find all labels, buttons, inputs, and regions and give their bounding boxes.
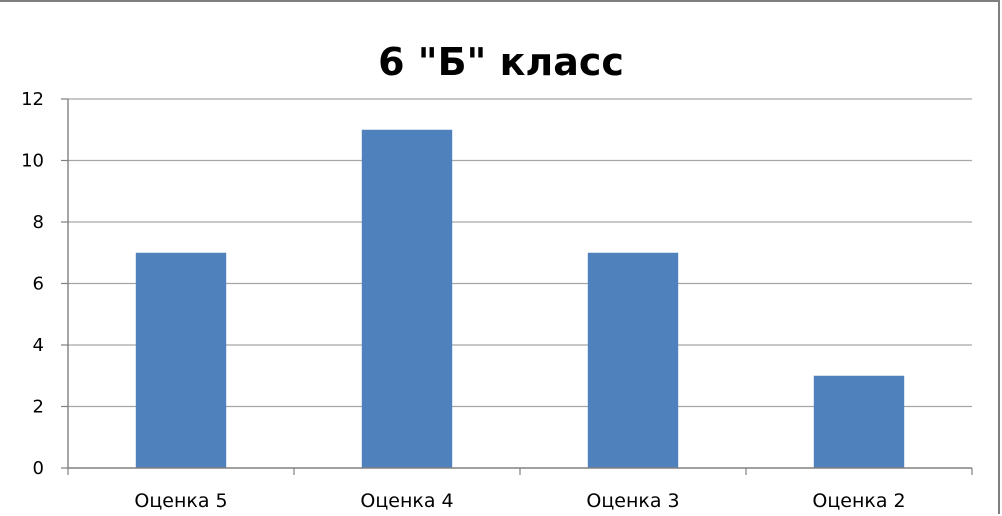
y-tick-label: 4 xyxy=(33,335,44,356)
bar-3 xyxy=(587,252,679,468)
y-tick-label: 6 xyxy=(33,274,44,295)
bars xyxy=(135,129,905,468)
x-category-label: Оценка 5 xyxy=(134,490,227,512)
labels: 0 2 4 6 8 10 12 Оценка 5 Оценка 4 Оценка 3 Оценка … xyxy=(21,89,906,512)
chart-title: 6 "Б" класс xyxy=(378,40,624,84)
bar-4 xyxy=(813,375,905,468)
bar-2 xyxy=(361,129,453,468)
axes xyxy=(61,98,973,475)
y-tick-label: 8 xyxy=(33,212,44,233)
y-tick-label: 12 xyxy=(21,89,44,110)
y-tick-label: 2 xyxy=(33,397,44,418)
x-category-label: Оценка 2 xyxy=(812,490,905,512)
bar-1 xyxy=(135,252,227,468)
x-category-label: Оценка 4 xyxy=(360,490,453,512)
x-category-label: Оценка 3 xyxy=(586,490,679,512)
y-tick-label: 0 xyxy=(33,458,44,479)
y-tick-label: 10 xyxy=(21,151,44,172)
